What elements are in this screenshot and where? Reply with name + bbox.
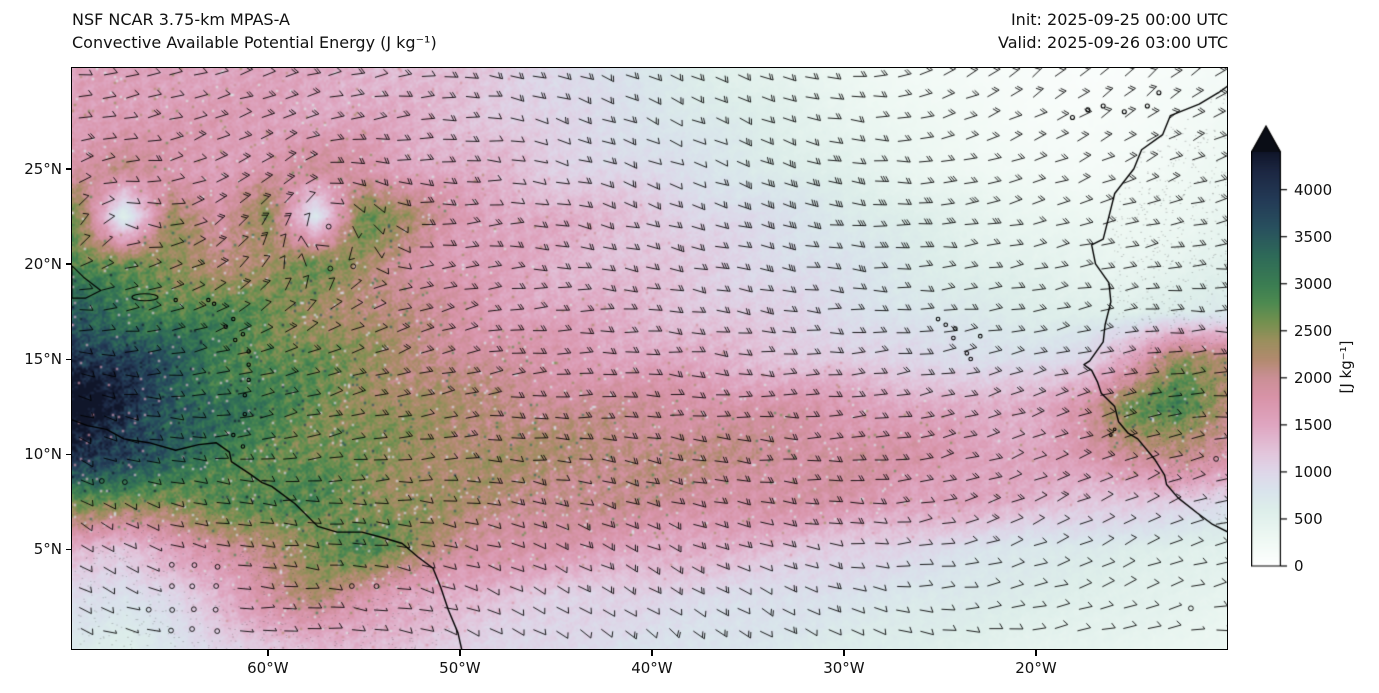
x-tick-label: 30°W — [823, 659, 865, 677]
time-block: Init: 2025-09-25 00:00 UTC Valid: 2025-0… — [998, 8, 1228, 54]
colorbar — [1251, 122, 1291, 574]
variable-title: Convective Available Potential Energy (J… — [72, 33, 437, 52]
x-tick-label: 20°W — [1015, 659, 1057, 677]
y-tick-label: 20°N — [24, 254, 62, 273]
x-tick-mark — [267, 650, 269, 656]
x-tick-label: 40°W — [631, 659, 673, 677]
colorbar-tick-label: 2000 — [1294, 368, 1333, 387]
colorbar-tick-label: 3500 — [1294, 227, 1333, 246]
y-tick-label: 25°N — [24, 159, 62, 178]
x-tick-mark — [651, 650, 653, 656]
title-block: NSF NCAR 3.75-km MPAS-A Convective Avail… — [72, 8, 437, 54]
colorbar-tick-label: 3000 — [1294, 274, 1333, 293]
x-tick-label: 60°W — [247, 659, 289, 677]
colorbar-tick-label: 2500 — [1294, 321, 1333, 340]
colorbar-tick-label: 4000 — [1294, 180, 1333, 199]
model-title: NSF NCAR 3.75-km MPAS-A — [72, 10, 290, 29]
colorbar-tick-label: 0 — [1294, 557, 1304, 575]
colorbar-tick-label: 1000 — [1294, 462, 1333, 481]
colorbar-tick-label: 1500 — [1294, 415, 1333, 434]
colorbar-unit-label: [J kg⁻¹] — [1337, 340, 1355, 394]
colorbar-tick-label: 500 — [1294, 509, 1323, 528]
x-tick-mark — [459, 650, 461, 656]
x-tick-mark — [1035, 650, 1037, 656]
y-tick-label: 5°N — [33, 540, 62, 559]
cape-map-canvas — [72, 68, 1228, 650]
x-tick-mark — [843, 650, 845, 656]
x-tick-label: 50°W — [439, 659, 481, 677]
valid-time: Valid: 2025-09-26 03:00 UTC — [997, 33, 1228, 52]
init-time: Init: 2025-09-25 00:00 UTC — [1010, 10, 1228, 29]
y-tick-label: 10°N — [24, 445, 62, 464]
y-tick-label: 15°N — [24, 350, 62, 368]
